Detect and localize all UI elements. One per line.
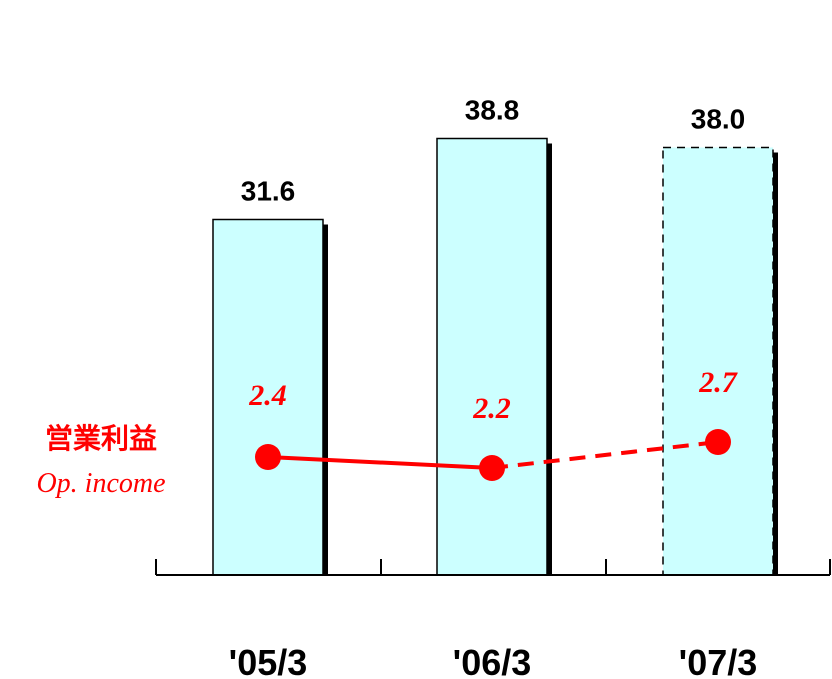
legend-line-name-en: Op. income — [36, 468, 165, 499]
op-income-point — [255, 444, 281, 470]
bars-layer — [212, 137, 778, 576]
labels-layer: 31.6 38.8 38.0 '05/3 '06/3 '07/3 2.4 2.2 2.7 — [229, 95, 758, 679]
op-income-value-label: 2.7 — [698, 366, 738, 399]
op-income-value-label: 2.2 — [472, 392, 511, 425]
x-tick-label: '05/3 — [229, 642, 308, 679]
legend: 営業利益 Op. income — [36, 422, 165, 499]
x-tick-label: '07/3 — [679, 642, 758, 679]
bar — [212, 218, 324, 576]
op-income-line-segment — [491, 440, 719, 470]
x-tick-label: '06/3 — [453, 642, 532, 679]
op-income-line-segment — [267, 455, 493, 470]
axis-layer — [155, 559, 831, 576]
bar-value-label: 38.0 — [691, 104, 746, 135]
op-income-point — [479, 455, 505, 481]
legend-line-name-ja: 営業利益 — [45, 422, 157, 455]
op-income-point — [705, 429, 731, 455]
line-layer — [255, 429, 731, 481]
op-income-value-label: 2.4 — [248, 379, 287, 412]
bar — [662, 146, 774, 576]
bar-value-label: 31.6 — [241, 176, 296, 207]
bar — [436, 137, 548, 576]
bar-value-label: 38.8 — [465, 95, 520, 126]
